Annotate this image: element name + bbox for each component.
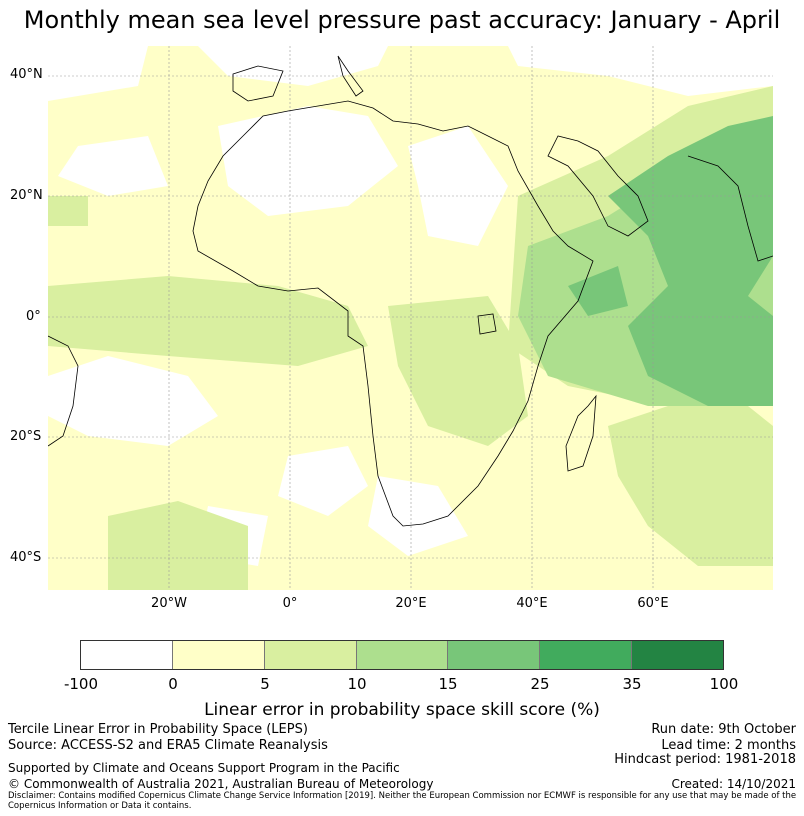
india-coastline — [687, 155, 773, 262]
africa-coastline — [192, 100, 594, 527]
copyright-text: © Commonwealth of Australia 2021, Austra… — [8, 777, 434, 791]
map-title: Monthly mean sea level pressure past acc… — [23, 6, 781, 34]
colorbar-segment — [172, 641, 265, 669]
lead-time-text: Lead time: 2 months — [661, 738, 796, 753]
south-america-coastline — [48, 335, 79, 447]
lon-label-40e: 40°E — [516, 596, 548, 611]
lat-label-40s: 40°S — [10, 550, 42, 565]
lat-label-equator: 0° — [26, 309, 41, 324]
lat-label-40n: 40°N — [10, 67, 43, 82]
colorbar-segment — [356, 641, 449, 669]
colorbar-segment — [448, 641, 541, 669]
colorbar-tick: 15 — [438, 675, 458, 693]
colorbar-segment — [540, 641, 633, 669]
colorbar-segment — [81, 641, 173, 669]
lat-label-20n: 20°N — [10, 188, 43, 203]
colorbar-segment — [632, 641, 724, 669]
colorbar-tick: 5 — [260, 675, 270, 693]
colorbar-tick: 35 — [622, 675, 642, 693]
hindcast-text: Hindcast period: 1981-2018 — [614, 752, 796, 767]
lon-label-60e: 60°E — [637, 596, 669, 611]
lake-victoria — [477, 313, 497, 335]
skill-score-map — [48, 46, 773, 590]
lon-label-0: 0° — [282, 596, 298, 611]
colorbar-tick: 0 — [168, 675, 178, 693]
support-text: Supported by Climate and Oceans Support … — [8, 761, 400, 775]
created-text: Created: 14/10/2021 — [671, 777, 796, 791]
low-skill-regions — [48, 46, 773, 566]
lat-label-20s: 20°S — [10, 429, 42, 444]
graticule — [48, 46, 773, 590]
colorbar-segment — [264, 641, 357, 669]
italy-coastline — [337, 55, 364, 97]
coastlines — [48, 55, 773, 527]
iberia-coastline — [232, 65, 284, 102]
colorbar — [80, 640, 724, 670]
source-text: Source: ACCESS-S2 and ERA5 Climate Reana… — [8, 738, 328, 753]
lon-label-20e: 20°E — [395, 596, 427, 611]
colorbar-label: Linear error in probability space skill … — [204, 700, 600, 720]
colorbar-tick: 100 — [709, 675, 739, 693]
colorbar-tick: -100 — [63, 675, 99, 693]
colorbar-tick: 25 — [530, 675, 550, 693]
colorbar-tick: 10 — [347, 675, 367, 693]
map-canvas — [48, 46, 773, 590]
run-date-text: Run date: 9th October — [651, 722, 796, 737]
madagascar-coastline — [565, 394, 597, 472]
skill-15-25-regions — [568, 116, 773, 406]
arabia-coastline — [547, 135, 649, 237]
disclaimer-text: Disclaimer: Contains modified Copernicus… — [8, 791, 797, 811]
lon-label-20w: 20°W — [151, 596, 187, 611]
method-text: Tercile Linear Error in Probability Spac… — [8, 722, 308, 737]
